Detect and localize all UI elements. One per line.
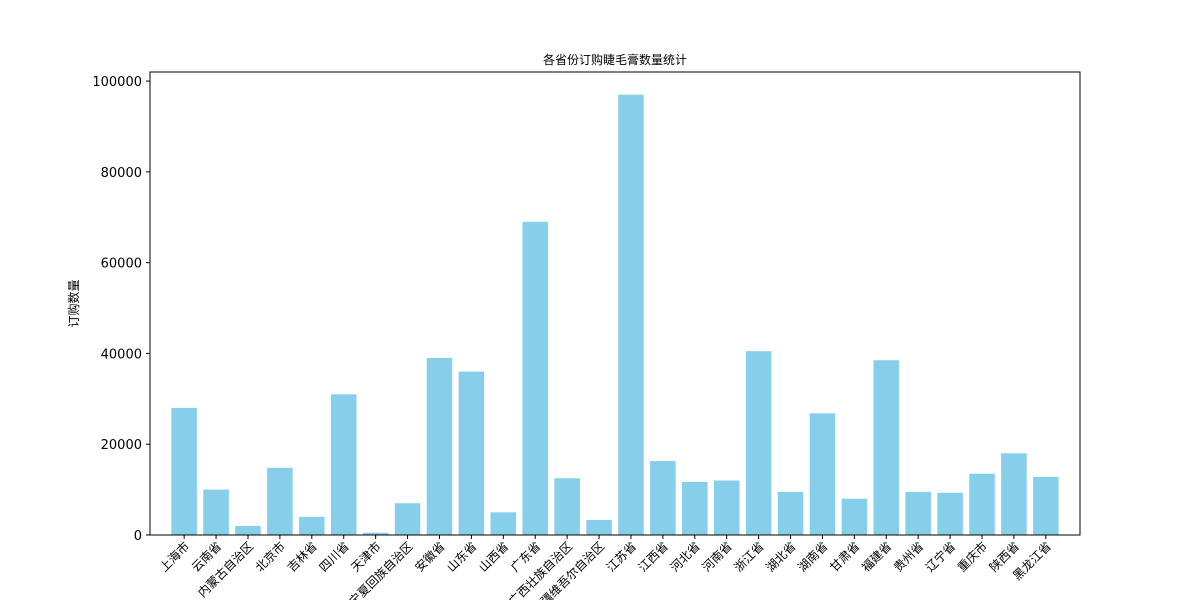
y-tick-label: 0 xyxy=(134,529,142,544)
bar-8 xyxy=(426,357,453,535)
bar-7 xyxy=(394,503,421,535)
bar-16 xyxy=(682,481,708,535)
bar-10 xyxy=(490,512,517,535)
bar-25 xyxy=(969,473,995,535)
x-tick-label: 福建省 xyxy=(858,539,894,575)
bar-22 xyxy=(873,360,900,535)
y-tick-label: 20000 xyxy=(101,438,142,453)
x-tick-label: 辽宁省 xyxy=(922,539,958,575)
x-tick-label: 山西省 xyxy=(476,539,511,574)
x-tick-label: 甘肃省 xyxy=(827,539,862,574)
y-tick-label: 100000 xyxy=(92,75,142,90)
x-tick-label: 河北省 xyxy=(668,539,703,574)
bar-3 xyxy=(267,467,293,535)
bar-17 xyxy=(713,480,740,535)
x-tick-label: 上海市 xyxy=(156,539,192,575)
x-tick-label: 湖北省 xyxy=(763,539,799,575)
x-tick-label: 安徽省 xyxy=(412,539,448,575)
bar-0 xyxy=(171,407,197,535)
x-tick-label: 河南省 xyxy=(699,539,735,575)
bar-5 xyxy=(330,394,357,535)
x-tick-label: 重庆市 xyxy=(954,539,990,575)
bar-18 xyxy=(745,351,772,535)
bar-11 xyxy=(522,221,548,535)
bar-13 xyxy=(586,520,612,535)
bar-20 xyxy=(809,413,836,535)
bar-15 xyxy=(650,461,676,535)
x-tick-label: 湖南省 xyxy=(794,539,830,575)
bar-14 xyxy=(618,94,644,535)
x-tick-label: 江苏省 xyxy=(604,539,639,574)
x-axis-ticks: 上海市云南省内蒙古自治区北京市吉林省四川省天津市宁夏回族自治区安徽省山东省山西省… xyxy=(156,535,1054,600)
bar-26 xyxy=(1001,453,1027,535)
x-tick-label: 吉林省 xyxy=(285,539,320,574)
bar-21 xyxy=(841,498,868,535)
bar-12 xyxy=(554,478,580,535)
y-tick-label: 60000 xyxy=(101,257,142,272)
bar-2 xyxy=(235,525,261,535)
bar-9 xyxy=(458,371,485,535)
x-tick-label: 江西省 xyxy=(636,539,671,574)
bar-23 xyxy=(905,491,931,535)
x-tick-label: 北京市 xyxy=(252,539,288,575)
x-tick-label: 贵州省 xyxy=(891,539,926,574)
y-tick-label: 80000 xyxy=(101,166,142,181)
x-tick-label: 山东省 xyxy=(444,539,479,574)
chart-title: 各省份订购睫毛膏数量统计 xyxy=(543,52,687,67)
bar-1 xyxy=(203,489,229,535)
bar-6 xyxy=(362,532,389,535)
bar-19 xyxy=(777,491,804,535)
x-tick-label: 四川省 xyxy=(316,539,351,574)
plot-frame xyxy=(149,71,1081,536)
y-axis-ticks: 0 20000 40000 60000 80000 100000 xyxy=(92,75,150,544)
bar-27 xyxy=(1033,476,1059,535)
bar-4 xyxy=(299,516,325,535)
y-axis-label: 订购数量 xyxy=(66,279,81,327)
bars-group xyxy=(171,94,1059,535)
y-tick-label: 40000 xyxy=(101,347,142,362)
bar-24 xyxy=(937,492,963,535)
x-tick-label: 浙江省 xyxy=(731,539,766,574)
